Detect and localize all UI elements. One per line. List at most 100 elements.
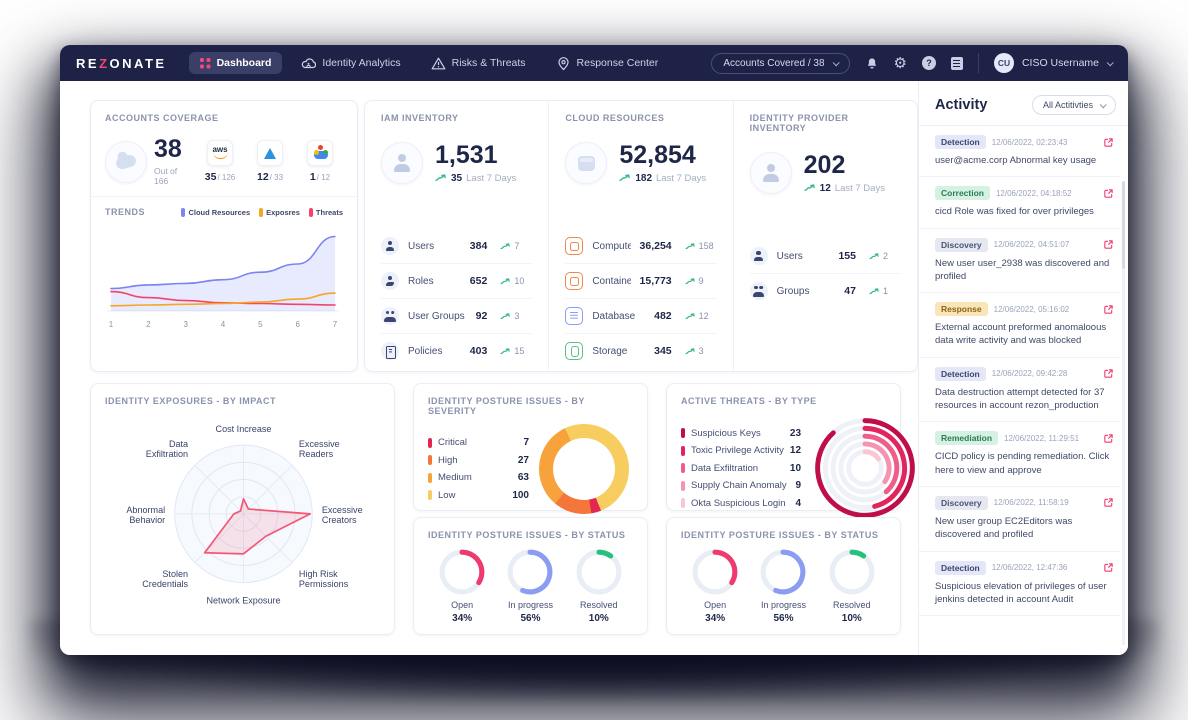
inventory-row: Policies 403 15 <box>381 334 532 368</box>
coverage-value: 38 <box>154 135 182 163</box>
posture-severity-card: IDENTITY POSTURE ISSUES - BY SEVERITY Cr… <box>413 383 648 514</box>
activity-type-badge: Correction <box>935 186 990 201</box>
legend-swatch <box>681 463 685 473</box>
inventory-row-value: 15,773 <box>639 275 672 287</box>
gauge-percent: 34% <box>452 613 473 624</box>
inventory-row-value: 403 <box>469 345 488 357</box>
scrollbar-thumb[interactable] <box>1122 181 1125 269</box>
gauge-label: In progress <box>760 600 806 610</box>
location-pin-icon <box>556 56 571 71</box>
docs-icon[interactable] <box>950 56 963 70</box>
dashboard-grid-icon <box>199 57 211 69</box>
tab-response-center[interactable]: Response Center <box>545 51 670 76</box>
activity-timestamp: 12/06/2022, 09:42:28 <box>991 369 1068 379</box>
activity-type-badge: Detection <box>935 135 986 149</box>
gauge-label: Open <box>704 600 727 610</box>
trend-up-icon <box>803 184 815 192</box>
external-link-icon[interactable] <box>1103 562 1114 573</box>
trend-up-icon <box>685 277 695 284</box>
external-link-icon[interactable] <box>1103 497 1114 508</box>
active-threats-card: ACTIVE THREATS - BY TYPE Suspicious Keys… <box>666 383 915 518</box>
external-link-icon[interactable] <box>1103 433 1114 444</box>
severity-legend: Critical 7 High 27 Medium 63 Low 100 <box>428 437 539 501</box>
activity-timestamp: 12/06/2022, 05:16:02 <box>993 304 1070 314</box>
legend-label: Critical <box>438 437 468 449</box>
accounts-coverage-card: ACCOUNTS COVERAGE 38 Out of 166 <box>90 100 358 372</box>
card-title: ACCOUNTS COVERAGE <box>105 113 219 123</box>
nav-right-cluster: Accounts Covered / 38 ⚙ ? CU CISO Userna… <box>711 52 1114 74</box>
legend-swatch <box>428 455 432 466</box>
user-menu[interactable]: CU CISO Username <box>993 53 1114 73</box>
cloud-total: 52,854 <box>619 141 696 170</box>
card-title: IDENTITY POSTURE ISSUES - BY STATUS <box>428 530 626 540</box>
tab-label: Identity Analytics <box>322 57 401 69</box>
radar-chart: Cost Increase Excessive Readers Excessive Cr… <box>126 424 362 606</box>
settings-gear-icon[interactable]: ⚙ <box>893 54 907 72</box>
legend-swatch <box>681 445 685 456</box>
status-gauge: In progress 56% <box>506 548 554 624</box>
activity-type-badge: Detection <box>935 366 986 381</box>
accounts-covered-dropdown[interactable]: Accounts Covered / 38 <box>711 52 850 74</box>
legend-label: Medium <box>438 472 472 484</box>
cloud-cube-icon <box>565 142 608 184</box>
gauge-percent: 56% <box>773 613 794 624</box>
legend-value: 7 <box>523 437 529 449</box>
card-title: IDENTITY EXPOSURES - BY IMPACT <box>105 396 277 406</box>
external-link-icon[interactable] <box>1103 368 1114 379</box>
trend-up-icon <box>685 312 695 319</box>
activity-filter-dropdown[interactable]: All Actitivties <box>1031 95 1116 115</box>
inventory-row-value: 36,254 <box>639 240 672 252</box>
svg-text:3: 3 <box>183 320 188 329</box>
activity-list: Detection 12/06/2022, 02:23:43 user@acme… <box>919 126 1128 655</box>
legend-value: 10 <box>789 462 802 474</box>
legend-item: Critical 7 <box>428 437 539 448</box>
provider-count: 1 <box>309 171 316 183</box>
legend-item: Medium 63 <box>428 472 539 483</box>
external-link-icon[interactable] <box>1103 188 1114 199</box>
scrollbar-track[interactable] <box>1122 181 1125 645</box>
inventory-row-label: Groups <box>776 285 810 297</box>
inventory-row: Database 482 12 <box>565 299 717 334</box>
legend-value: 9 <box>795 480 802 491</box>
card-title: ACTIVE THREATS - BY TYPE <box>681 396 817 406</box>
tab-dashboard[interactable]: Dashboard <box>188 52 283 74</box>
inventory-row-label: Users <box>776 250 803 262</box>
iam-delta: 35 <box>451 172 463 184</box>
trend-up-icon <box>500 312 511 319</box>
inventory-row-value: 652 <box>469 275 488 287</box>
provider-total: / 126 <box>217 173 236 182</box>
nav-tabs: Dashboard Identity Analytics Risks & Thr… <box>188 51 670 76</box>
notifications-bell-icon[interactable] <box>865 56 879 71</box>
inventory-row: Users 155 2 <box>749 239 901 274</box>
chevron-down-icon <box>1106 58 1114 66</box>
provider-stat: 35/ 126 <box>197 140 243 183</box>
help-icon[interactable]: ? <box>921 56 936 70</box>
resource-icon <box>381 307 399 325</box>
legend-swatch <box>428 472 432 483</box>
legend-swatch <box>428 490 432 501</box>
gauge-percent: 10% <box>588 613 609 624</box>
tab-identity-analytics[interactable]: Identity Analytics <box>290 51 411 76</box>
external-link-icon[interactable] <box>1103 304 1114 315</box>
provider-count: 35 <box>204 171 217 183</box>
inventory-row: User Groups 92 3 <box>381 299 533 334</box>
inventory-row-value: 47 <box>844 285 856 297</box>
tab-risks-threats[interactable]: Risks & Threats <box>420 51 537 76</box>
inventory-row: Roles 652 10 <box>381 264 533 299</box>
iam-total: 1,531 <box>435 141 498 170</box>
external-link-icon[interactable] <box>1103 137 1114 148</box>
identity-exposures-card: IDENTITY EXPOSURES - BY IMPACT Cost Incr… <box>90 383 395 635</box>
legend-item: Exposres <box>259 207 300 217</box>
inventory-row-label: Compute <box>592 240 631 252</box>
inventory-row: Storage 345 3 <box>565 334 716 368</box>
iam-person-icon <box>381 142 423 184</box>
inventory-row-label: Storage <box>592 345 628 357</box>
external-link-icon[interactable] <box>1103 239 1114 250</box>
activity-item: Detection 12/06/2022, 12:47:36 Suspiciou… <box>919 552 1120 617</box>
activity-timestamp: 12/06/2022, 02:23:43 <box>991 137 1068 147</box>
trend-up-icon <box>435 174 446 182</box>
period-label: Last 7 Days <box>466 172 517 184</box>
inventory-row-label: Roles <box>408 275 434 287</box>
